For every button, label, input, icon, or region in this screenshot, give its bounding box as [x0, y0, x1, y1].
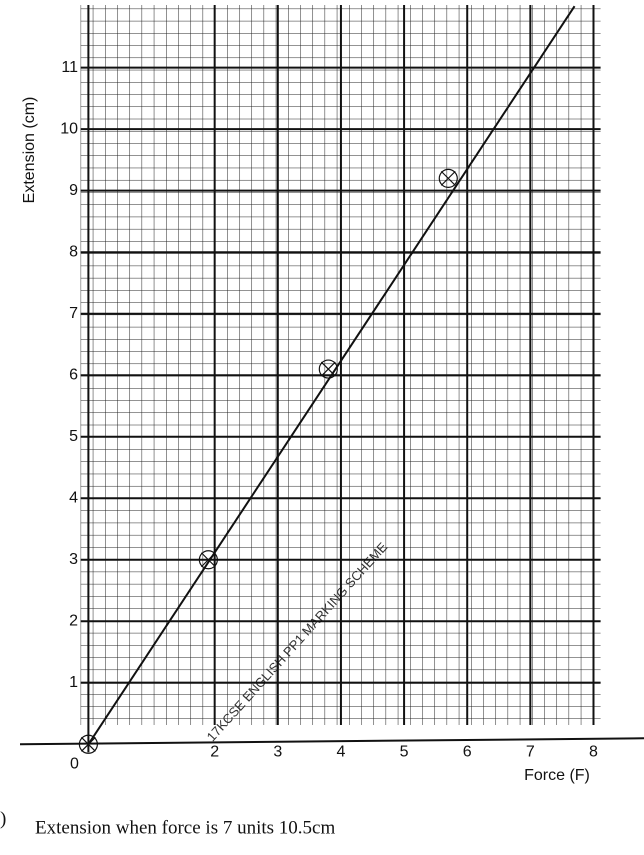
y-tick-label: 1: [69, 674, 78, 691]
x-tick-label: 3: [273, 743, 282, 760]
x-tick-label: 4: [336, 743, 345, 760]
y-tick-label: 9: [69, 182, 78, 199]
y-tick-label: 11: [61, 59, 78, 76]
annotation: Extension when force is 7 units 10.5cm: [35, 817, 335, 838]
y-axis-title: Extension (cm): [21, 97, 38, 204]
y-tick-label: 7: [69, 305, 78, 322]
y-tick-label: 3: [69, 551, 78, 568]
y-tick-label: 4: [69, 489, 78, 506]
x-tick-label: 6: [463, 743, 472, 760]
margin-mark: ): [0, 808, 6, 829]
y-tick-label: 6: [69, 366, 78, 383]
x-tick-label: 0: [70, 755, 79, 772]
x-axis-title: Force (F): [524, 767, 590, 784]
x-tick-label: 2: [210, 743, 219, 760]
x-axis: [19, 737, 644, 746]
y-tick-label: 10: [60, 120, 78, 137]
y-tick-label: 8: [69, 243, 78, 260]
data-point: [78, 734, 98, 754]
x-tick-label: 8: [589, 743, 598, 760]
fit-line: [87, 5, 576, 745]
x-tick-label: 7: [526, 743, 535, 760]
y-tick-label: 5: [69, 428, 78, 445]
y-tick-label: 2: [69, 612, 78, 629]
x-tick-label: 5: [400, 743, 409, 760]
data-point: [438, 168, 458, 188]
